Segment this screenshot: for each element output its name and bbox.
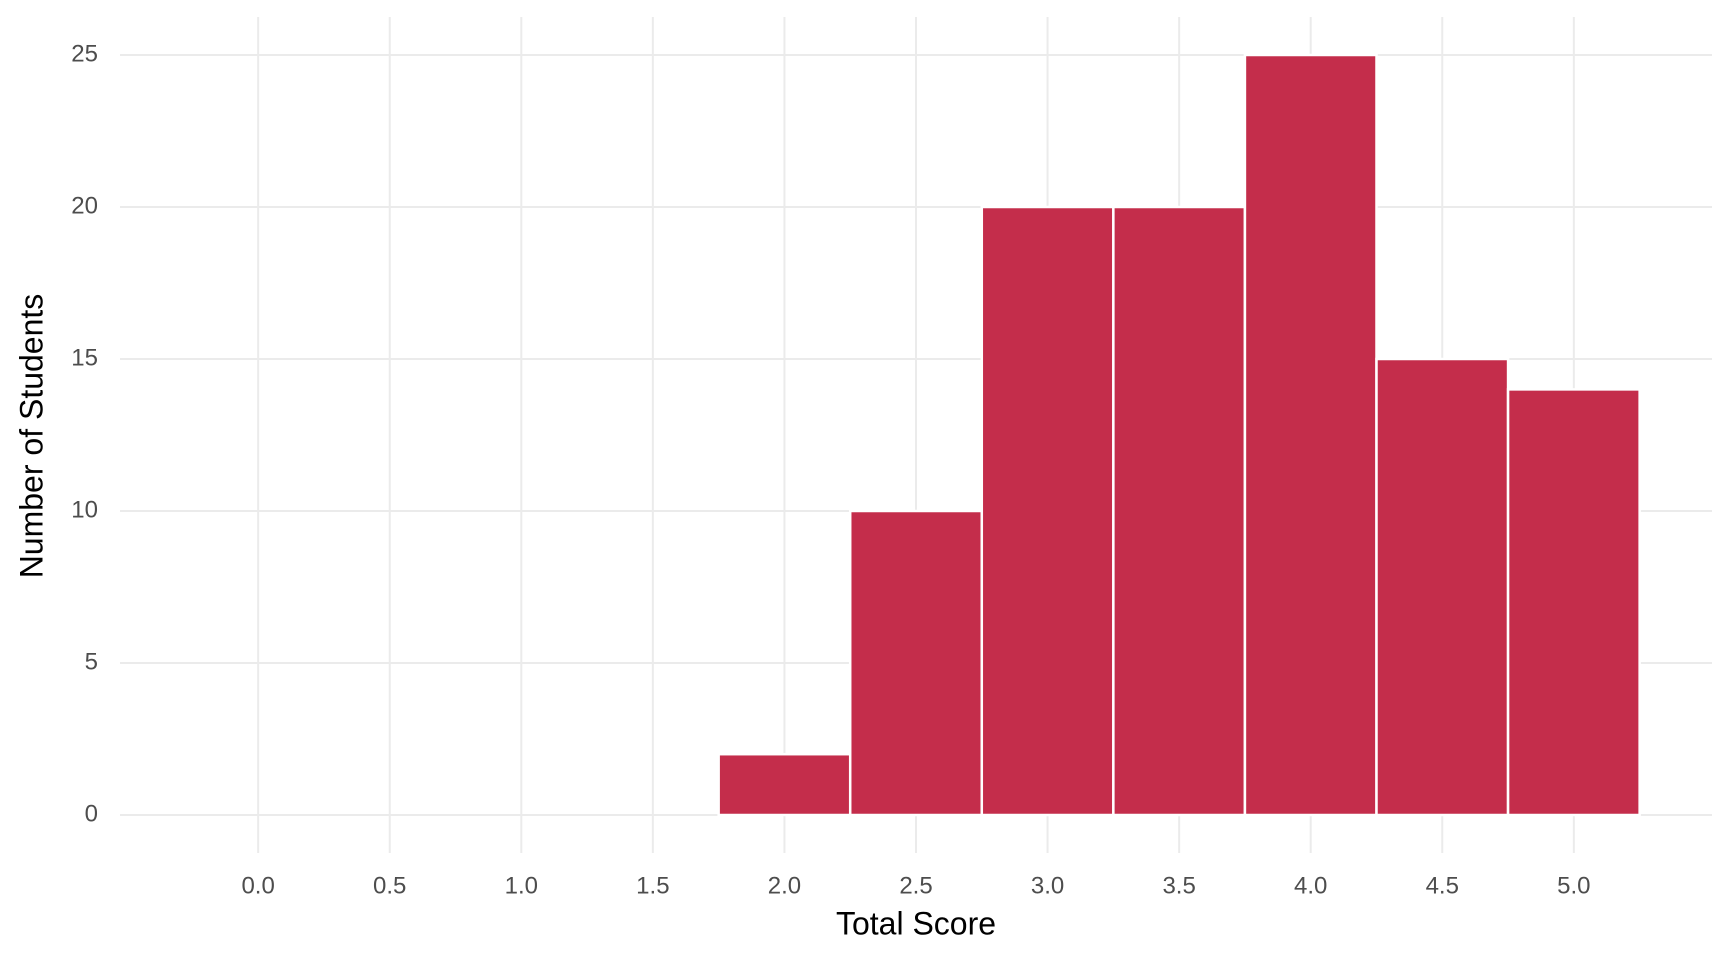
bar <box>717 752 852 817</box>
x-tick-label: 2.0 <box>768 872 801 899</box>
bar <box>1243 53 1378 817</box>
x-tick-label: 0.0 <box>241 872 274 899</box>
y-tick-label: 10 <box>71 496 98 523</box>
y-tick-label: 5 <box>85 648 98 675</box>
y-tick-label: 0 <box>85 800 98 827</box>
y-axis-title: Number of Students <box>13 294 49 579</box>
bar <box>1506 388 1641 817</box>
x-tick-label: 1.5 <box>636 872 669 899</box>
y-tick-label: 20 <box>71 192 98 219</box>
bar <box>1375 357 1510 817</box>
x-tick-label: 4.5 <box>1426 872 1459 899</box>
x-axis-title: Total Score <box>836 905 996 941</box>
x-tick-label: 3.5 <box>1162 872 1195 899</box>
bar <box>1112 205 1247 817</box>
bar <box>848 509 984 817</box>
x-tick-label: 1.0 <box>505 872 538 899</box>
x-tick-label: 4.0 <box>1294 872 1327 899</box>
bar <box>980 205 1115 817</box>
y-tick-label: 25 <box>71 40 98 67</box>
x-tick-label: 2.5 <box>899 872 932 899</box>
y-tick-label: 15 <box>71 344 98 371</box>
x-tick-label: 3.0 <box>1031 872 1064 899</box>
x-tick-label: 5.0 <box>1557 872 1590 899</box>
x-tick-label: 0.5 <box>373 872 406 899</box>
